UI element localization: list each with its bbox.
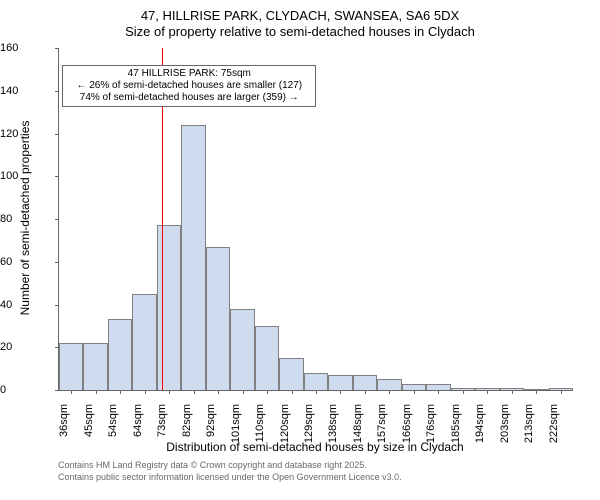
x-tick-label: 110sqm	[254, 404, 266, 454]
x-tick-label: 138sqm	[327, 404, 339, 454]
x-tick-mark	[145, 390, 146, 394]
x-tick-mark	[267, 390, 268, 394]
chart-container: 47, HILLRISE PARK, CLYDACH, SWANSEA, SA6…	[0, 0, 600, 500]
x-tick-mark	[536, 390, 537, 394]
x-tick-mark	[243, 390, 244, 394]
histogram-bar	[83, 343, 107, 390]
y-tick-label: 0	[0, 384, 52, 396]
histogram-bar	[132, 294, 156, 390]
x-tick-mark	[292, 390, 293, 394]
x-tick-mark	[71, 390, 72, 394]
histogram-bar	[230, 309, 254, 390]
title-line-1: 47, HILLRISE PARK, CLYDACH, SWANSEA, SA6…	[0, 0, 600, 23]
y-tick-label: 20	[0, 341, 52, 353]
y-tick-label: 160	[0, 42, 52, 54]
x-tick-label: 92sqm	[205, 404, 217, 454]
y-tick-label: 40	[0, 299, 52, 311]
x-tick-mark	[414, 390, 415, 394]
histogram-bar	[255, 326, 279, 390]
histogram-bar	[328, 375, 352, 390]
x-tick-mark	[120, 390, 121, 394]
histogram-bar	[279, 358, 303, 390]
histogram-bar	[206, 247, 230, 390]
y-tick-label: 80	[0, 213, 52, 225]
histogram-bar	[59, 343, 83, 390]
y-tick-mark	[55, 305, 59, 306]
x-tick-mark	[487, 390, 488, 394]
footer-line-1: Contains HM Land Registry data © Crown c…	[58, 460, 367, 470]
x-tick-label: 148sqm	[352, 404, 364, 454]
x-tick-mark	[340, 390, 341, 394]
histogram-bar	[353, 375, 377, 390]
x-tick-label: 213sqm	[523, 404, 535, 454]
x-tick-mark	[438, 390, 439, 394]
x-tick-label: 203sqm	[499, 404, 511, 454]
x-tick-label: 120sqm	[279, 404, 291, 454]
title-line-2: Size of property relative to semi-detach…	[0, 23, 600, 39]
histogram-bar	[157, 225, 181, 390]
x-tick-label: 64sqm	[132, 404, 144, 454]
footer-attribution: Contains HM Land Registry data © Crown c…	[58, 460, 402, 483]
y-tick-mark	[55, 91, 59, 92]
x-tick-mark	[218, 390, 219, 394]
x-tick-label: 54sqm	[107, 404, 119, 454]
x-tick-label: 129sqm	[303, 404, 315, 454]
y-tick-label: 140	[0, 85, 52, 97]
x-tick-mark	[512, 390, 513, 394]
annotation-line-1: 47 HILLRISE PARK: 75sqm	[128, 68, 251, 79]
x-tick-label: 45sqm	[83, 404, 95, 454]
chart-plot-area: 47 HILLRISE PARK: 75sqm← 26% of semi-det…	[58, 48, 573, 391]
x-tick-label: 185sqm	[450, 404, 462, 454]
x-tick-mark	[96, 390, 97, 394]
annotation-line-3: 74% of semi-detached houses are larger (…	[80, 92, 299, 103]
x-tick-mark	[463, 390, 464, 394]
y-tick-mark	[55, 347, 59, 348]
x-tick-mark	[389, 390, 390, 394]
footer-line-2: Contains public sector information licen…	[58, 472, 402, 482]
y-tick-label: 120	[0, 128, 52, 140]
x-tick-label: 101sqm	[230, 404, 242, 454]
x-tick-label: 166sqm	[401, 404, 413, 454]
y-tick-label: 100	[0, 170, 52, 182]
y-tick-mark	[55, 48, 59, 49]
x-tick-label: 157sqm	[376, 404, 388, 454]
x-tick-label: 82sqm	[181, 404, 193, 454]
x-tick-mark	[194, 390, 195, 394]
x-tick-mark	[365, 390, 366, 394]
x-tick-mark	[561, 390, 562, 394]
histogram-bar	[108, 319, 132, 390]
x-tick-label: 36sqm	[58, 404, 70, 454]
histogram-bar	[377, 379, 401, 390]
y-tick-mark	[55, 390, 59, 391]
x-tick-label: 73sqm	[156, 404, 168, 454]
histogram-bar	[181, 125, 205, 390]
y-tick-mark	[55, 134, 59, 135]
x-tick-label: 222sqm	[548, 404, 560, 454]
x-tick-mark	[316, 390, 317, 394]
x-tick-mark	[169, 390, 170, 394]
y-tick-mark	[55, 262, 59, 263]
y-tick-mark	[55, 176, 59, 177]
y-tick-mark	[55, 219, 59, 220]
x-tick-label: 176sqm	[425, 404, 437, 454]
histogram-bar	[304, 373, 328, 390]
annotation-line-2: ← 26% of semi-detached houses are smalle…	[76, 80, 302, 91]
x-tick-label: 194sqm	[474, 404, 486, 454]
annotation-box: 47 HILLRISE PARK: 75sqm← 26% of semi-det…	[62, 65, 316, 107]
y-tick-label: 60	[0, 256, 52, 268]
